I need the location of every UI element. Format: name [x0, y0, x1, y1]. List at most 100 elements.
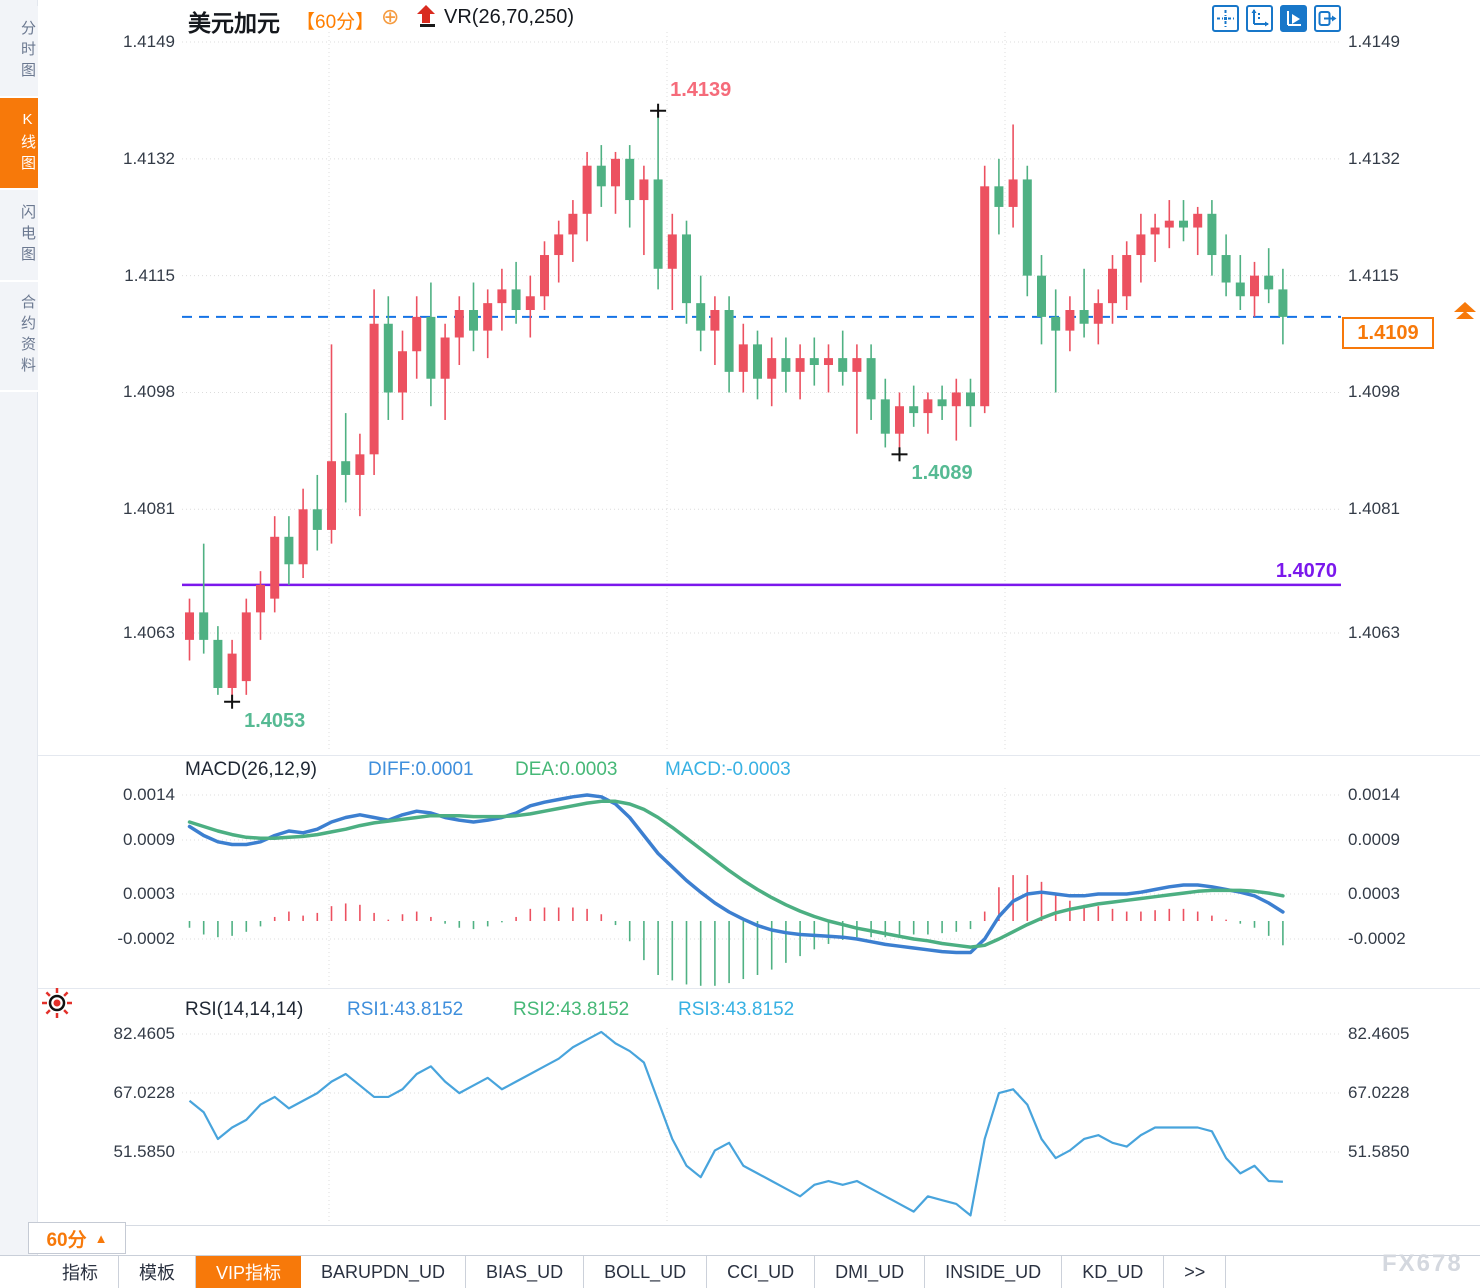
candle-body: [710, 310, 720, 331]
candle-body: [980, 186, 990, 407]
toolbar-tab[interactable]: 指标: [42, 1256, 119, 1288]
watermark: FX678: [1382, 1250, 1463, 1277]
candle-body: [312, 509, 322, 530]
candle-body: [923, 399, 933, 414]
candle-body: [1207, 213, 1217, 256]
toolbar-tab[interactable]: BIAS_UD: [466, 1256, 585, 1288]
support-line-label: 1.4070: [1275, 560, 1337, 582]
candle-body: [454, 310, 464, 338]
sidebar-item-timeline-chart[interactable]: 分时图: [0, 6, 38, 98]
caret-up-icon: ▲: [94, 1230, 108, 1246]
candle-body: [1051, 316, 1061, 331]
symbol-title: 美元加元: [188, 10, 280, 36]
sidebar-item-contract-info[interactable]: 合约资料: [0, 282, 38, 392]
toolbar-tab[interactable]: >>: [1164, 1256, 1227, 1288]
candle-body: [866, 358, 876, 400]
candle-body: [611, 158, 620, 187]
macd-dea-value: DEA:0.0003: [515, 759, 618, 780]
macd-diff-value: DIFF:0.0001: [368, 759, 474, 780]
candle-body: [1122, 255, 1132, 297]
candle-body: [525, 296, 535, 311]
candle-body: [795, 358, 805, 372]
chart-tool-buttons: [1212, 5, 1341, 32]
candle-body: [639, 179, 649, 201]
candle-body: [227, 653, 237, 688]
toolbar-tab[interactable]: BARUPDN_UD: [301, 1256, 467, 1288]
candle-body: [369, 323, 379, 455]
candle-body: [1264, 275, 1274, 290]
candle-body: [1065, 310, 1075, 331]
candle-body: [1235, 282, 1245, 297]
candle-body: [951, 392, 961, 407]
add-indicator-icon[interactable]: ⊕: [381, 4, 400, 29]
candle-body: [511, 289, 521, 311]
candle-body: [213, 639, 223, 688]
macd-dea-line: [187, 799, 1285, 949]
auto-scale-icon[interactable]: [1280, 5, 1307, 32]
candle-body: [540, 255, 549, 297]
axis-scale-icon[interactable]: [1246, 5, 1273, 32]
candle-body: [327, 461, 336, 530]
candle-body: [355, 454, 365, 475]
candle-body: [909, 406, 919, 414]
candle-body: [937, 399, 947, 407]
toolbar-tab[interactable]: 模板: [119, 1256, 196, 1288]
candle-body: [852, 358, 862, 372]
candle-body: [554, 234, 564, 256]
candle-body: [1221, 255, 1231, 283]
candle-body: [1278, 289, 1288, 317]
candle-body: [696, 303, 706, 331]
candle-body: [880, 399, 890, 434]
sidebar: 分时图 K线图 闪电图 合约资料: [0, 0, 38, 1288]
indicator-toolbar: 指标 模板 VIP指标 BARUPDN_UD BIAS_UD BOLL_UD CCI_UD D…: [0, 1255, 1480, 1288]
timeframe-selector[interactable]: 60分 ▲: [28, 1222, 126, 1254]
candle-body: [1108, 268, 1117, 304]
indicator-name-label: VR(26,70,250): [444, 6, 575, 28]
timeframe-label[interactable]: 【60分】: [296, 12, 375, 33]
candle-body: [1136, 234, 1146, 256]
rsi-params-label: RSI(14,14,14): [185, 999, 304, 1020]
candle-body: [270, 536, 280, 599]
candle-body: [199, 612, 209, 640]
candle-body: [824, 358, 833, 365]
toolbar-tab[interactable]: CCI_UD: [707, 1256, 816, 1288]
toolbar-tab[interactable]: INSIDE_UD: [925, 1256, 1063, 1288]
candle-body: [298, 509, 308, 565]
candle-body: [483, 303, 493, 331]
candle-body: [426, 316, 436, 379]
rsi-line: [188, 1030, 1283, 1217]
candle-body: [682, 234, 691, 304]
candle-body: [1022, 179, 1032, 276]
current-price-badge: 1.4109: [1342, 317, 1434, 349]
candle-body: [966, 392, 975, 407]
candle-body: [256, 584, 265, 613]
candle-body: [582, 165, 592, 214]
rsi2-value: RSI2:43.8152: [513, 999, 630, 1020]
sidebar-item-kline-chart[interactable]: K线图: [0, 98, 38, 190]
candle-body: [838, 358, 848, 372]
candle-body: [1079, 310, 1089, 324]
candle-body: [497, 289, 507, 304]
candle-body: [1150, 227, 1160, 235]
candle-body: [895, 406, 904, 434]
pan-right-icon[interactable]: [1314, 5, 1341, 32]
rsi3-value: RSI3:43.8152: [678, 999, 795, 1020]
crosshair-icon[interactable]: [1212, 5, 1239, 32]
candle-body: [1250, 275, 1259, 297]
candle-body: [753, 344, 762, 379]
price-up-arrow-icon: [1452, 302, 1478, 329]
candle-body: [809, 358, 819, 365]
candle-body: [1093, 303, 1103, 324]
candle-body: [1008, 179, 1018, 207]
toolbar-tab[interactable]: KD_UD: [1062, 1256, 1165, 1288]
toolbar-tab[interactable]: VIP指标: [196, 1256, 302, 1288]
candle-body: [383, 323, 393, 393]
date-axis-row: [38, 1225, 1480, 1255]
candle-body: [667, 234, 677, 269]
sidebar-item-lightning-chart[interactable]: 闪电图: [0, 190, 38, 282]
candle-body: [1164, 220, 1174, 228]
toolbar-tab[interactable]: BOLL_UD: [584, 1256, 708, 1288]
toolbar-tab[interactable]: DMI_UD: [815, 1256, 926, 1288]
